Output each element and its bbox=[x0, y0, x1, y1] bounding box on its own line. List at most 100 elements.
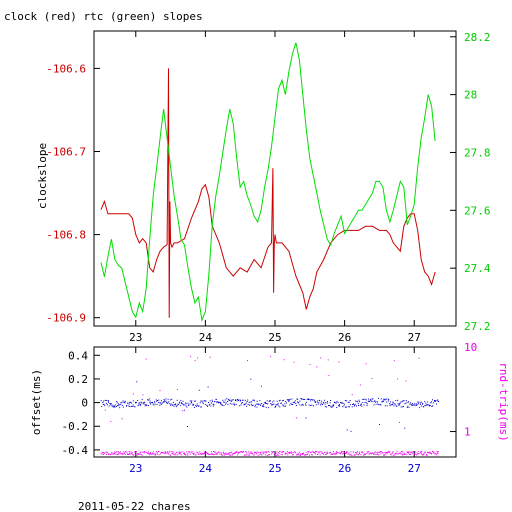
offset-point bbox=[428, 404, 430, 406]
offset-point bbox=[258, 404, 260, 406]
offset-point bbox=[372, 398, 374, 400]
offset-point bbox=[110, 403, 112, 405]
rndtrip-point bbox=[265, 451, 267, 453]
offset-point bbox=[179, 401, 181, 403]
offset-point bbox=[220, 401, 222, 403]
offset-point bbox=[353, 405, 355, 407]
offset-point bbox=[282, 405, 284, 407]
rndtrip-point bbox=[124, 454, 126, 456]
rndtrip-point bbox=[244, 454, 246, 456]
offset-point bbox=[422, 403, 423, 405]
rndtrip-point bbox=[391, 452, 393, 454]
rndtrip-point bbox=[166, 452, 168, 454]
rndtrip-point bbox=[428, 452, 430, 454]
offset-point bbox=[318, 402, 320, 404]
offset-point bbox=[313, 399, 315, 401]
offset-point bbox=[342, 406, 344, 408]
offset-point bbox=[337, 402, 339, 404]
offset-point bbox=[284, 403, 286, 405]
offset-point bbox=[251, 401, 253, 403]
rndtrip-point bbox=[202, 453, 204, 455]
offset-point bbox=[408, 406, 410, 408]
offset-point bbox=[357, 401, 359, 403]
rndtrip-point bbox=[324, 454, 326, 455]
offset-point bbox=[179, 402, 180, 404]
rndtrip-point bbox=[100, 453, 102, 455]
rndtrip-point bbox=[281, 452, 283, 454]
rndtrip-point bbox=[436, 451, 438, 452]
offset-point bbox=[384, 399, 386, 401]
rndtrip-point bbox=[124, 452, 125, 454]
offset-point bbox=[195, 405, 197, 407]
rndtrip-point bbox=[145, 451, 147, 453]
rndtrip-point bbox=[368, 451, 370, 453]
rndtrip-point bbox=[156, 452, 158, 454]
offset-point bbox=[169, 403, 171, 405]
rndtrip-point bbox=[292, 454, 294, 456]
offset-point bbox=[411, 404, 413, 406]
offset-point bbox=[162, 402, 164, 404]
rndtrip-point bbox=[282, 451, 284, 453]
offset-point bbox=[301, 398, 302, 400]
rndtrip-point bbox=[229, 454, 230, 456]
offset-point bbox=[238, 405, 240, 407]
rndtrip-point bbox=[371, 377, 373, 379]
rndtrip-point bbox=[230, 454, 231, 456]
offset-point bbox=[399, 402, 401, 404]
rndtrip-point bbox=[283, 359, 285, 361]
offset-point bbox=[147, 399, 148, 401]
offset-point bbox=[173, 405, 175, 407]
rndtrip-point bbox=[217, 452, 219, 454]
rndtrip-point bbox=[347, 453, 349, 455]
rndtrip-point bbox=[179, 453, 181, 455]
offset-point bbox=[323, 402, 324, 404]
offset-point bbox=[185, 405, 187, 407]
rndtrip-point bbox=[163, 452, 164, 454]
offset-point bbox=[240, 399, 241, 401]
offset-point bbox=[203, 400, 205, 402]
rndtrip-point bbox=[377, 452, 378, 454]
offset-point bbox=[167, 398, 169, 400]
offset-point bbox=[268, 407, 269, 409]
rndtrip-point bbox=[379, 451, 380, 453]
rndtrip-point bbox=[329, 451, 331, 453]
rndtrip-point bbox=[116, 453, 118, 455]
offset-point bbox=[247, 404, 249, 405]
offset-point bbox=[277, 402, 279, 404]
rndtrip-point bbox=[355, 452, 356, 454]
offset-point bbox=[108, 400, 109, 402]
offset-point bbox=[190, 401, 192, 403]
rndtrip-point bbox=[260, 453, 262, 455]
rndtrip-point bbox=[162, 452, 163, 454]
offset-point bbox=[409, 403, 411, 405]
rndtrip-point bbox=[285, 453, 287, 455]
offset-point bbox=[275, 404, 277, 405]
offset-point bbox=[283, 399, 284, 401]
offset-point bbox=[171, 404, 173, 406]
rndtrip-point bbox=[343, 452, 345, 453]
rndtrip-point bbox=[399, 452, 401, 454]
rndtrip-point bbox=[277, 452, 279, 454]
rndtrip-point bbox=[121, 418, 123, 420]
rndtrip-point bbox=[173, 454, 175, 456]
offset-point bbox=[312, 399, 314, 401]
rndtrip-point bbox=[343, 453, 345, 455]
bottom-x-tick-label-1: 24 bbox=[199, 462, 213, 475]
rndtrip-point bbox=[435, 453, 437, 454]
rndtrip-point bbox=[295, 454, 297, 456]
rndtrip-point bbox=[246, 453, 248, 455]
rndtrip-point bbox=[163, 452, 165, 454]
rndtrip-point bbox=[387, 451, 389, 453]
rndtrip-point bbox=[398, 452, 400, 454]
rndtrip-point bbox=[214, 454, 216, 455]
offset-point bbox=[123, 401, 125, 403]
rndtrip-point bbox=[287, 454, 289, 456]
offset-point bbox=[150, 402, 152, 404]
top-x-axis: 23 24 25 26 27 bbox=[129, 31, 421, 344]
bottom-right-axis: 1 10 bbox=[450, 341, 477, 439]
offset-point bbox=[291, 404, 293, 405]
rndtrip-point bbox=[303, 453, 305, 455]
rndtrip-point bbox=[118, 453, 120, 455]
offset-point bbox=[363, 404, 365, 406]
offset-point bbox=[106, 402, 108, 404]
